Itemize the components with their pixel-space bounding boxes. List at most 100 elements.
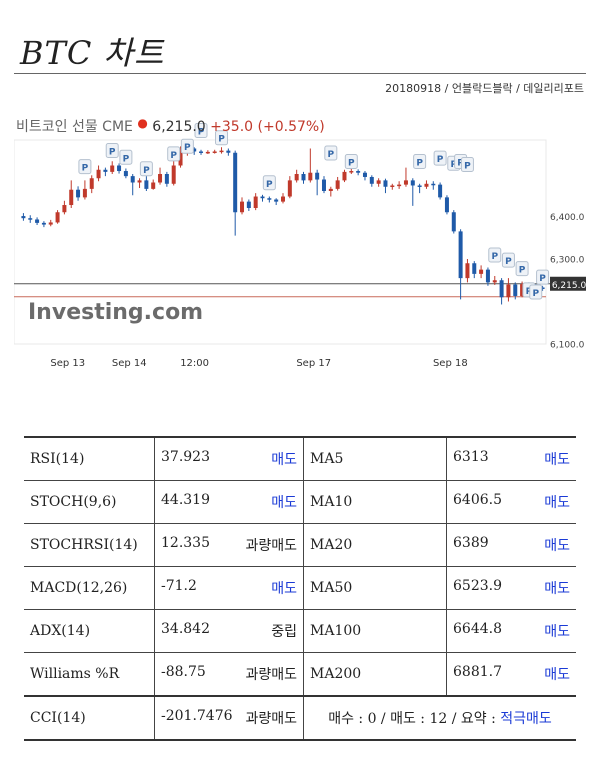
candle-body xyxy=(130,176,135,183)
candle-body xyxy=(82,188,87,198)
candle-body xyxy=(294,174,299,181)
p-marker xyxy=(180,138,194,154)
indicator-name: Williams %R xyxy=(24,652,155,697)
candle-body xyxy=(103,169,108,172)
summary-cell: 매수 : 0 / 매도 : 12 / 요약 : 적극매도 xyxy=(303,695,576,741)
plot-area xyxy=(13,139,547,345)
indicator-value: -71.2 xyxy=(161,578,197,594)
indicator-cell: 37.923 매도 xyxy=(154,436,304,481)
indicator-signal: 과량매도 xyxy=(245,667,297,683)
p-marker-label: P xyxy=(266,180,273,190)
candle-body xyxy=(513,284,518,296)
p-marker xyxy=(488,247,502,263)
p-marker-label: P xyxy=(505,257,512,267)
indicator-signal: 매도 xyxy=(271,581,297,597)
ma-name: MA200 xyxy=(303,652,447,697)
candle-body xyxy=(369,176,374,184)
ma-name: MA100 xyxy=(303,609,447,653)
indicator-value: -88.75 xyxy=(161,664,206,680)
indicator-signal: 과량매도 xyxy=(245,538,297,554)
candle-body xyxy=(48,222,53,225)
indicator-name: ADX(14) xyxy=(24,609,155,653)
table-row: STOCH(9,6) 44.319 매도 MA10 6406.5 매도 xyxy=(24,480,576,524)
live-dot-icon: ● xyxy=(137,116,148,130)
p-marker-label: P xyxy=(109,147,116,157)
p-marker-label: P xyxy=(416,159,423,169)
candle-body xyxy=(110,165,115,172)
ma-cell: 6881.7 매도 xyxy=(446,652,576,697)
table-row: MACD(12,26) -71.2 매도 MA50 6523.9 매도 xyxy=(24,566,576,610)
candle-body xyxy=(410,180,415,186)
candle-body xyxy=(431,183,436,186)
ma-signal: 매도 xyxy=(544,495,570,511)
candle-body xyxy=(192,148,197,152)
table-row: Williams %R -88.75 과량매도 MA200 6881.7 매도 xyxy=(24,652,576,697)
indicator-cell: -201.7476 과량매도 xyxy=(154,695,304,741)
candle-body xyxy=(171,165,176,184)
chart-panel: P P P P P P P P P P P P P P P P P P P P P P Investing.com 6,215… xyxy=(13,104,588,380)
p-marker xyxy=(536,269,550,285)
ma-cell: 6644.8 매도 xyxy=(446,609,576,653)
p-marker-label: P xyxy=(532,289,539,299)
ma-cell: 6313 매도 xyxy=(446,436,576,481)
candle-body xyxy=(321,179,326,191)
indicator-cell: 44.319 매도 xyxy=(154,480,304,524)
indicator-table: RSI(14) 37.923 매도 MA5 6313 매도 STOCH(9,6) 44.319… xyxy=(24,436,576,741)
p-marker xyxy=(344,154,358,170)
candle-body xyxy=(362,172,367,177)
page-title: BTC 차트 xyxy=(20,34,165,72)
ma-name: MA5 xyxy=(303,436,447,481)
candle-body xyxy=(219,150,224,153)
candle-body xyxy=(485,269,490,283)
candle-body xyxy=(178,152,183,166)
x-tick-label: 12:00 xyxy=(180,358,209,369)
last-price: 6,215.0 xyxy=(152,119,206,135)
p-marker xyxy=(515,261,529,277)
ma-name: MA50 xyxy=(303,566,447,610)
p-marker xyxy=(139,161,153,177)
p-marker-label: P xyxy=(82,164,89,174)
indicator-signal: 매도 xyxy=(271,452,297,468)
candle-body xyxy=(205,151,210,154)
ma-value: 6523.9 xyxy=(453,578,502,594)
ma-name: MA20 xyxy=(303,523,447,567)
indicator-cell: 34.842 중립 xyxy=(154,609,304,653)
candle-body xyxy=(226,150,231,153)
indicator-signal: 매도 xyxy=(271,495,297,511)
candle-body xyxy=(417,185,422,187)
x-tick-label: Sep 14 xyxy=(112,358,147,369)
candle-body xyxy=(479,269,484,274)
ma-name: MA10 xyxy=(303,480,447,524)
table-row: RSI(14) 37.923 매도 MA5 6313 매도 xyxy=(24,436,576,481)
candle-body xyxy=(520,284,525,296)
p-marker-label: P xyxy=(198,128,205,138)
candle-body xyxy=(164,174,169,184)
ma-value: 6313 xyxy=(453,449,489,465)
candle-body xyxy=(397,184,402,187)
candle-body xyxy=(403,180,408,185)
p-marker-label: P xyxy=(539,274,546,284)
chart-header: 비트코인 선물 CME ● 6,215.0 +35.0 (+0.57%) xyxy=(16,116,325,136)
candle-body xyxy=(444,197,449,213)
watermark-logo: Investing.com xyxy=(28,300,203,325)
ma-cell: 6406.5 매도 xyxy=(446,480,576,524)
candle-body xyxy=(253,196,258,208)
candle-body xyxy=(240,201,245,213)
ma-signal: 매도 xyxy=(544,452,570,468)
candle-body xyxy=(458,231,463,279)
candle-body xyxy=(287,180,292,197)
p-marker-label: P xyxy=(464,162,471,172)
candle-body xyxy=(281,196,285,202)
indicator-value: -201.7476 xyxy=(161,708,233,724)
candle-body xyxy=(342,171,347,181)
ma-cell: 6389 매도 xyxy=(446,523,576,567)
ma-signal: 매도 xyxy=(544,667,570,683)
p-marker-label: P xyxy=(218,135,225,145)
candle-body xyxy=(390,185,395,187)
candle-body xyxy=(315,172,320,180)
summary-verdict: 적극매도 xyxy=(500,711,552,727)
candle-body xyxy=(233,152,238,213)
ma-signal: 매도 xyxy=(544,538,570,554)
title-divider xyxy=(14,73,586,74)
indicator-cell: -88.75 과량매도 xyxy=(154,652,304,697)
